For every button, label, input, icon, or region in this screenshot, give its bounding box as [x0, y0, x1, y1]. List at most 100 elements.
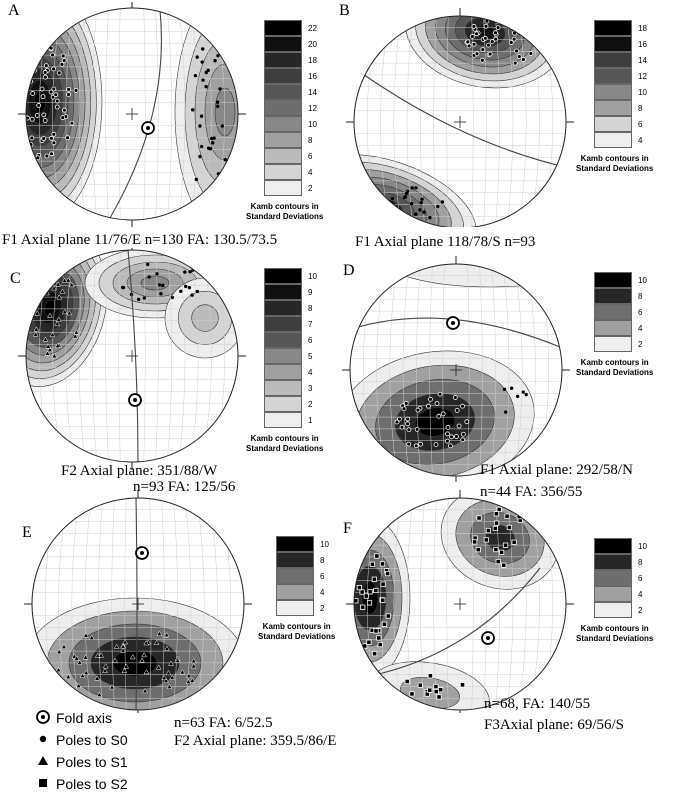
pole-s0-marker: [514, 48, 519, 54]
fold-axis-marker-dot: [451, 321, 455, 325]
pole-s0-marker: [199, 144, 204, 149]
pole-s2-marker: [404, 678, 410, 685]
pole-s0-marker: [471, 23, 477, 29]
pole-s0-marker: [191, 108, 195, 112]
legend-title-line: Kamb contours in: [250, 434, 319, 443]
pole-s1-marker: [51, 352, 58, 359]
great-circle-grid: [98, 498, 103, 710]
legend-swatch: [264, 268, 302, 284]
pole-s0-marker: [414, 186, 418, 190]
legend-title-line: Kamb contours in: [580, 154, 649, 163]
legend-tick: 4: [320, 588, 325, 597]
legend-title-line: Standard Deviations: [576, 368, 654, 377]
pole-s1-marker: [56, 648, 63, 654]
pole-s2-marker: [366, 600, 373, 606]
legend-tick: 6: [308, 152, 313, 161]
pole-s0-marker: [200, 60, 204, 64]
legend-tick: 2: [638, 606, 643, 615]
pole-s0-marker: [41, 136, 47, 141]
pole-s0-marker: [398, 223, 402, 227]
pole-s1-marker: [72, 333, 79, 339]
legend-title-line: Standard Deviations: [246, 212, 324, 221]
pole-s1-marker: [33, 326, 40, 332]
pole-s2-marker: [493, 546, 499, 553]
legend-tick: 6: [638, 120, 643, 129]
pole-s0-marker: [195, 55, 199, 59]
legend-tick: 14: [308, 88, 317, 97]
pole-s1-marker: [102, 667, 108, 673]
pole-s0-marker: [413, 443, 419, 449]
legend-a: 22 20 18 16 14 12 10 8 6 4 2 Kamb contours in Standa…: [246, 20, 323, 221]
pole-s0-marker: [420, 197, 424, 201]
stereonet-e: [24, 490, 252, 713]
pole-s0-marker: [28, 53, 34, 59]
legend-tick: 12: [638, 72, 647, 81]
great-circle-grid: [105, 250, 109, 462]
pole-s0-marker: [426, 403, 431, 409]
pole-s2-marker: [427, 673, 433, 679]
legend-tick: 2: [320, 604, 325, 613]
pole-s1-marker: [76, 659, 83, 665]
great-circle-grid: [446, 16, 449, 227]
pole-s1-marker: [141, 651, 148, 658]
pole-s2-marker: [417, 682, 423, 688]
legend-swatch: [264, 116, 302, 132]
great-circle-grid: [65, 8, 74, 220]
pole-s2-marker: [356, 584, 362, 591]
legend-swatch: [594, 272, 632, 288]
pole-s1-marker: [102, 663, 109, 669]
key-row-s0: Poles to S0: [30, 729, 128, 751]
pole-s2-marker: [433, 689, 439, 695]
pole-s0-marker: [389, 205, 393, 209]
panel-label-d: D: [343, 262, 355, 279]
pole-s2-marker: [380, 597, 386, 603]
pole-s0-marker: [43, 74, 48, 80]
pole-s0-marker: [210, 141, 215, 145]
great-circle-grid: [178, 8, 186, 220]
legend-swatch: [594, 132, 632, 148]
pole-s2-marker: [379, 561, 386, 567]
pole-s1-marker: [174, 657, 181, 663]
pole-s0-marker: [509, 386, 514, 390]
legend-d: 10 8 6 4 2 Kamb contours in Standard Deviation…: [576, 272, 653, 377]
legend-tick: 14: [638, 56, 647, 65]
great-circle-grid: [393, 498, 402, 710]
pole-s1-marker: [142, 687, 148, 694]
great-circle-grid: [471, 498, 474, 710]
pole-s0-marker: [464, 419, 470, 425]
legend-tick: 8: [638, 558, 643, 567]
contour-band: [43, 299, 57, 317]
pole-s1-marker: [83, 669, 90, 675]
pole-s2-marker: [436, 694, 442, 700]
legend-swatch: [264, 348, 302, 364]
legend-tick: 10: [308, 272, 317, 281]
key-row-fold-axis: Fold axis: [30, 707, 128, 729]
caption-d: F1 Axial plane: 292/58/N: [480, 462, 633, 478]
pole-s0-marker: [199, 114, 204, 118]
legend-swatch: [594, 586, 632, 602]
legend-swatch: [264, 52, 302, 68]
pole-s0-marker: [448, 443, 453, 449]
legend-swatch: [594, 116, 632, 132]
pole-s0-marker: [223, 157, 227, 162]
legend-swatch: [594, 288, 632, 304]
legend-swatch: [594, 52, 632, 68]
great-circle-grid: [389, 264, 398, 476]
pole-s0-marker: [410, 186, 414, 190]
great-circle-grid: [467, 264, 470, 476]
pole-s0-marker: [29, 135, 35, 141]
pole-s0-marker: [440, 200, 445, 204]
pole-s0-marker: [406, 427, 412, 433]
pole-s0-marker: [42, 118, 48, 123]
pole-s0-marker: [454, 407, 460, 413]
pole-s0-marker: [528, 51, 534, 56]
pole-s0-marker: [26, 62, 31, 67]
pole-s0-marker: [215, 100, 220, 104]
legend-swatch: [594, 100, 632, 116]
great-circle-grid: [433, 16, 437, 227]
net-body: [350, 264, 562, 476]
pole-s0-marker: [29, 116, 35, 122]
panel-label-f: F: [343, 520, 352, 537]
pole-s1-marker: [68, 281, 75, 288]
pole-s0-marker: [390, 196, 395, 201]
